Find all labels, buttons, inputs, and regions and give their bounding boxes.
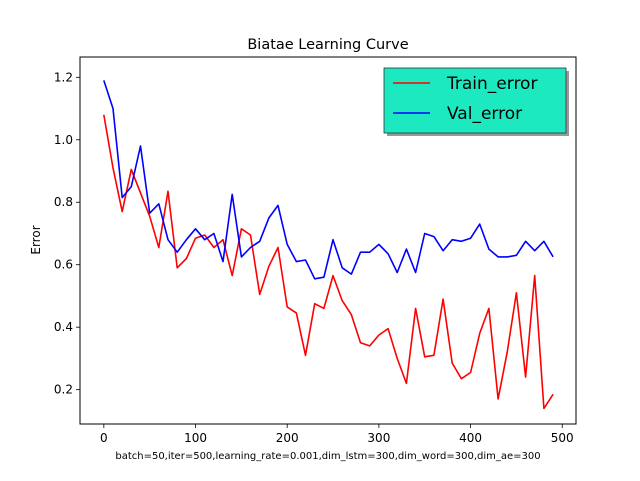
series-line-val-error: [103, 80, 554, 280]
y-tick-label: 0.2: [54, 383, 73, 397]
x-axis-label: batch=50,iter=500,learning_rate=0.001,di…: [115, 451, 540, 462]
y-tick-label: 0.6: [54, 258, 73, 272]
series-lines: [103, 80, 554, 410]
plot-frame: [79, 56, 577, 425]
chart-title: Biatae Learning Curve: [247, 37, 408, 53]
x-tick-label: 100: [184, 431, 207, 445]
x-tick-label: 200: [276, 431, 299, 445]
x-tick-label: 500: [551, 431, 574, 445]
x-axis: 0 100 200 300 400 500: [100, 424, 574, 445]
x-tick-label: 300: [367, 431, 390, 445]
y-axis: 0.2 0.4 0.6 0.8 1.0 1.2: [54, 70, 80, 397]
y-axis-label: Error: [29, 225, 43, 254]
x-tick-label: 400: [459, 431, 482, 445]
x-tick-label: 0: [100, 431, 108, 445]
series-line-train-error: [103, 114, 554, 410]
y-tick-label: 0.4: [54, 320, 73, 334]
legend-box: [383, 67, 567, 134]
y-tick-label: 1.0: [54, 133, 73, 147]
legend: Train_error Val_error: [383, 67, 569, 136]
y-tick-label: 1.2: [54, 70, 73, 84]
legend-label-val-error: Val_error: [447, 104, 522, 124]
y-tick-label: 0.8: [54, 195, 73, 209]
legend-label-train-error: Train_error: [446, 74, 537, 94]
